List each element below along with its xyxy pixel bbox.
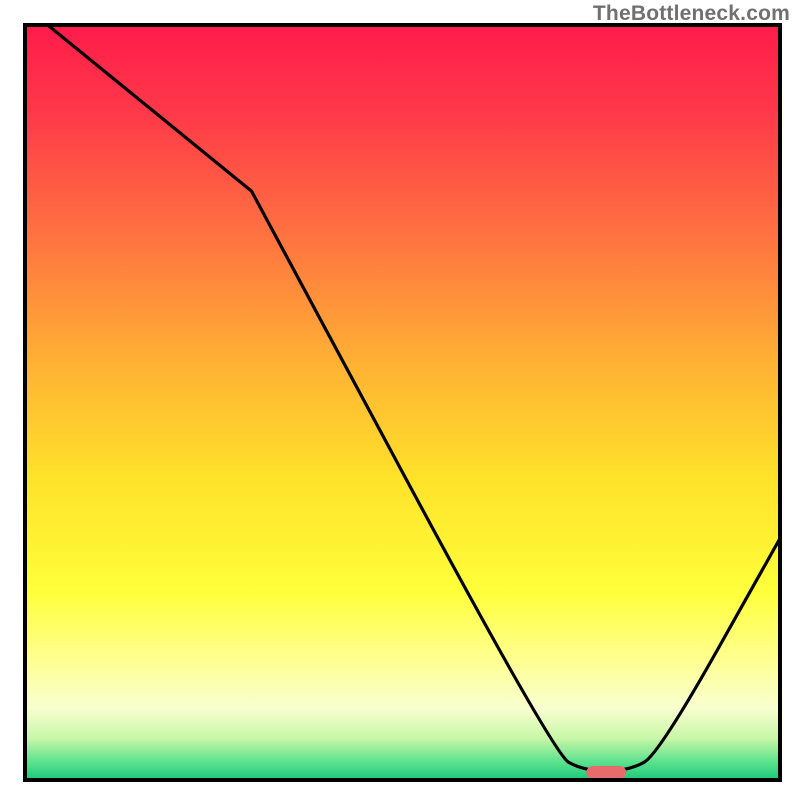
plot-area [25,25,780,780]
chart-container: { "watermark": { "text": "TheBottleneck.… [0,0,800,800]
chart-svg [0,0,800,800]
gradient-background [25,25,780,780]
optimal-marker [586,766,626,779]
